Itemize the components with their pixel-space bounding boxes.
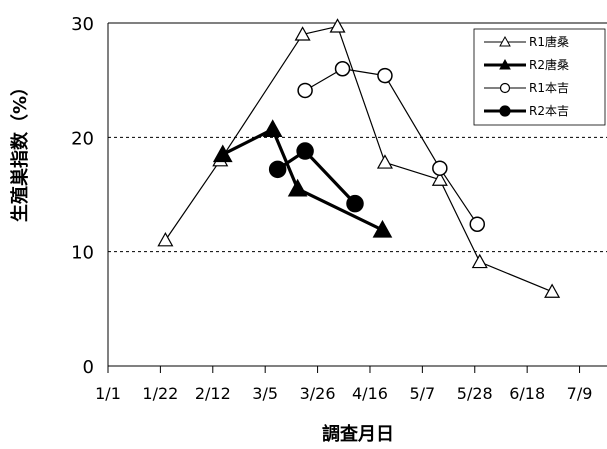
- gridlines: [108, 136, 607, 253]
- x-tick-label: 5/28: [457, 384, 493, 403]
- y-tick-label: 30: [71, 14, 94, 35]
- y-axis-label: 生殖巣指数（%）: [9, 78, 31, 222]
- series-line: [222, 127, 384, 232]
- series-2: [212, 119, 393, 238]
- series-layer: [157, 18, 561, 298]
- data-point: [329, 18, 346, 33]
- series-line: [304, 68, 478, 225]
- series-3: [297, 60, 486, 232]
- data-point: [262, 119, 283, 138]
- x-axis-label: 調査月日: [322, 423, 394, 445]
- data-point: [377, 67, 393, 84]
- data-point: [287, 178, 308, 197]
- legend-swatch-marker: [499, 58, 511, 70]
- data-point: [544, 283, 561, 298]
- x-tick-label: 6/18: [509, 384, 545, 403]
- data-point: [334, 60, 351, 77]
- y-tick-label: 10: [71, 243, 94, 264]
- x-tick-label: 2/12: [195, 384, 231, 403]
- x-tick-label: 3/5: [252, 384, 278, 403]
- data-point: [157, 231, 174, 247]
- legend-label: R2本吉: [529, 104, 569, 118]
- y-tick-label: 0: [83, 357, 94, 378]
- data-point: [268, 160, 287, 179]
- data-point: [431, 171, 448, 186]
- legend-swatch-marker: [499, 82, 511, 94]
- x-tick-label: 4/16: [352, 384, 388, 403]
- data-point: [376, 154, 393, 169]
- data-point: [432, 160, 448, 176]
- plot-frame: [107, 22, 607, 367]
- x-tick-label: 1/1: [95, 384, 121, 403]
- data-point: [294, 26, 311, 41]
- data-point: [297, 82, 313, 99]
- y-axis-ticks: 0 10 20 30: [71, 14, 94, 378]
- series-1: [157, 18, 561, 298]
- data-point: [471, 253, 488, 269]
- data-point: [296, 142, 314, 160]
- x-tick-label: 1/22: [142, 384, 178, 403]
- legend-box: [473, 28, 606, 126]
- legend-label: R1本吉: [529, 81, 569, 95]
- data-point: [469, 216, 486, 232]
- data-point: [212, 144, 233, 163]
- y-tick-label: 20: [71, 128, 94, 149]
- x-axis-ticks: 1/1 1/22 2/12 3/5 3/26 4/16 5/7 5/28 6/18 7/9: [95, 366, 592, 403]
- legend-label: R1唐桑: [529, 34, 569, 49]
- x-tick-label: 5/7: [409, 384, 435, 403]
- series-4: [268, 142, 364, 213]
- legend-swatch-marker: [499, 35, 511, 47]
- series-line: [164, 25, 553, 293]
- x-tick-label: 7/9: [567, 384, 593, 403]
- x-tick-label: 3/26: [300, 384, 336, 403]
- legend-label: R2唐桑: [529, 57, 569, 72]
- legend: R1唐桑 R2唐桑 R1本吉 R2本吉: [473, 28, 606, 126]
- data-point: [346, 194, 364, 213]
- data-point: [372, 219, 393, 238]
- legend-swatch-marker: [499, 105, 511, 117]
